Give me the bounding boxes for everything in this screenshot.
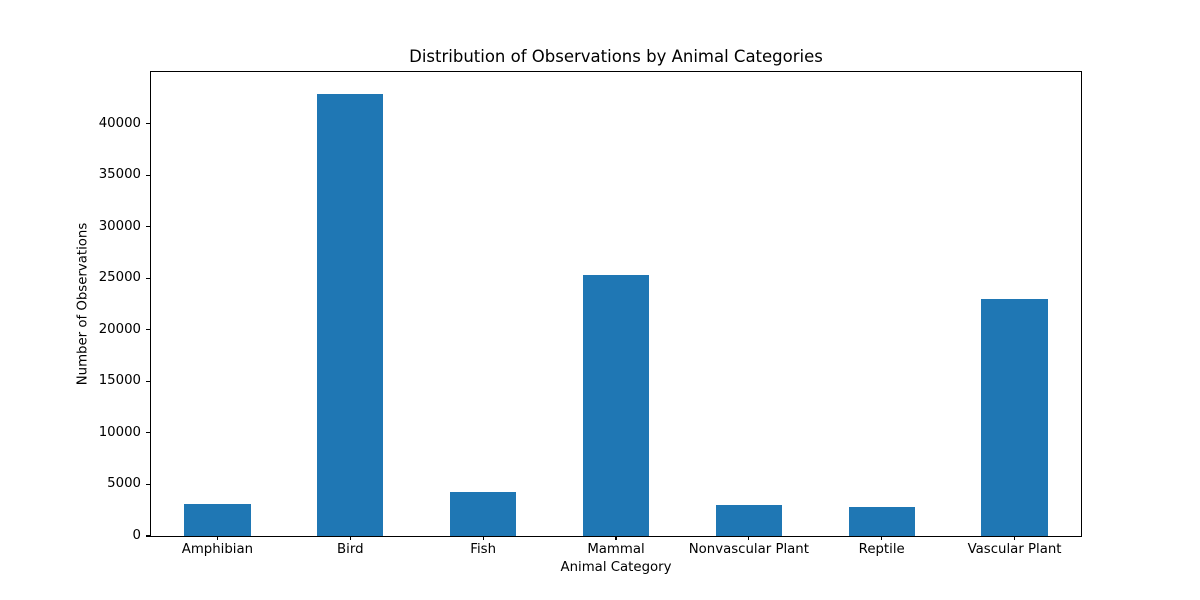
chart-title: Distribution of Observations by Animal C… bbox=[409, 47, 823, 66]
bar-bird bbox=[317, 93, 384, 536]
y-axis-label: Number of Observations bbox=[75, 222, 91, 386]
x-axis-label: Animal Category bbox=[560, 560, 672, 575]
y-tick-label: 10000 bbox=[98, 424, 141, 440]
y-tick-label: 20000 bbox=[98, 321, 141, 337]
y-axis-tick bbox=[146, 277, 150, 279]
y-axis-tick bbox=[146, 535, 150, 537]
plot-area: 0 5000 10000 15000 20000 25000 30000 35000 40000… bbox=[99, 71, 1082, 557]
y-tick-label: 25000 bbox=[98, 270, 141, 286]
x-tick-label-vascular-plant: Vascular Plant bbox=[967, 542, 1062, 557]
x-tick-label-amphibian: Amphibian bbox=[181, 542, 254, 557]
y-tick-label: 0 bbox=[132, 528, 141, 543]
y-axis-tick bbox=[146, 122, 150, 125]
bar-fish bbox=[449, 492, 517, 536]
x-axis-tick bbox=[349, 536, 351, 540]
x-axis-tick bbox=[881, 536, 883, 540]
bar-reptile bbox=[848, 506, 915, 536]
x-axis-tick bbox=[748, 536, 750, 540]
y-axis-tick bbox=[146, 174, 150, 176]
y-tick-label: 40000 bbox=[98, 115, 141, 131]
x-tick-label-nonvascular-plant: Nonvascular Plant bbox=[688, 542, 809, 557]
x-tick-label-reptile: Reptile bbox=[858, 542, 905, 557]
bar-mammal bbox=[582, 275, 650, 536]
y-axis-tick bbox=[146, 226, 150, 228]
x-axis-tick bbox=[615, 536, 617, 540]
bar-vascular-plant bbox=[981, 298, 1048, 536]
y-axis-tick bbox=[146, 432, 150, 434]
bar-nonvascular-plant bbox=[715, 505, 783, 536]
x-axis-tick bbox=[216, 536, 219, 540]
y-tick-label: 15000 bbox=[98, 373, 141, 389]
bar-amphibian bbox=[184, 504, 251, 536]
x-tick-label-fish: Fish bbox=[470, 542, 496, 557]
y-axis-tick bbox=[146, 380, 150, 382]
x-axis-tick bbox=[1013, 536, 1016, 540]
y-tick-label: 30000 bbox=[98, 218, 141, 234]
y-axis-tick bbox=[146, 483, 150, 486]
x-tick-label-bird: Bird bbox=[337, 542, 364, 557]
x-tick-label-mammal: Mammal bbox=[587, 542, 645, 557]
y-tick-label: 35000 bbox=[98, 167, 141, 183]
x-axis-tick bbox=[482, 536, 484, 540]
y-axis-tick bbox=[146, 329, 150, 331]
y-tick-label: 5000 bbox=[107, 476, 141, 492]
